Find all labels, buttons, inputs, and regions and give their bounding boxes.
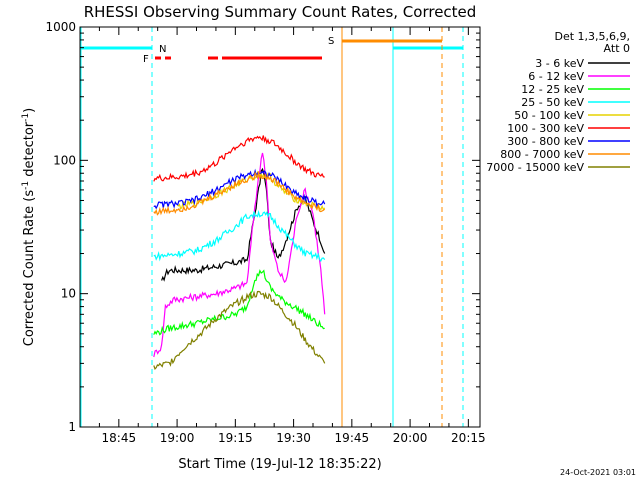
legend-label-8: 800 - 7000 keV	[500, 148, 584, 161]
night-flag-label: N	[159, 44, 166, 55]
y-tick-label: 1000	[45, 20, 76, 34]
y-axis-label: Corrected Count Rate (s-1 detector-1)	[21, 108, 37, 346]
legend-label-5: 50 - 100 keV	[514, 109, 584, 122]
legend-label-9: 7000 - 15000 keV	[486, 161, 584, 174]
y-tick-label: 1	[68, 420, 76, 434]
x-tick-label: 19:30	[276, 431, 311, 445]
y-axis-label-main: Corrected Count Rate (s	[22, 190, 37, 347]
legend-label-7: 300 - 800 keV	[507, 135, 584, 148]
series-line-2	[153, 152, 326, 358]
y-axis-label-sup1: -1	[21, 181, 31, 190]
y-axis-label-end: )	[22, 108, 37, 113]
axis-ticks: 18:45 19:00 19:15 19:30 19:45 20:00 20:15 1 10 10…	[45, 20, 485, 445]
series-group	[153, 135, 326, 370]
y-tick-label: 10	[61, 287, 76, 301]
series-line-8	[153, 171, 326, 216]
y-axis-label-mid: detector	[22, 121, 37, 181]
x-tick-label: 20:00	[393, 431, 428, 445]
legend-label-3: 12 - 25 keV	[521, 83, 584, 96]
legend-header-line2: Att 0	[604, 42, 630, 55]
legend-label-4: 25 - 50 keV	[521, 96, 584, 109]
timestamp: 24-Oct-2021 03:01	[560, 468, 636, 477]
saa-flag-label: S	[328, 36, 334, 47]
y-axis-label-sup2: -1	[21, 113, 31, 122]
legend-label-1: 3 - 6 keV	[535, 57, 584, 70]
series-line-3	[153, 269, 325, 336]
x-tick-label: 18:45	[102, 431, 137, 445]
legend-label-6: 100 - 300 keV	[507, 122, 584, 135]
legend-header-line1: Det 1,3,5,6,9,	[554, 30, 630, 43]
x-tick-label: 19:00	[160, 431, 195, 445]
x-tick-label: 20:15	[451, 431, 486, 445]
series-line-4	[153, 209, 326, 262]
series-line-1	[161, 167, 326, 282]
x-axis-label: Start Time (19-Jul-12 18:35:22)	[178, 457, 381, 472]
series-line-6	[153, 135, 325, 182]
flag-markers: NF S	[80, 27, 464, 427]
flare-flag-label: F	[143, 54, 149, 65]
legend-label-2: 6 - 12 keV	[528, 70, 584, 83]
x-tick-label: 19:15	[218, 431, 253, 445]
chart-title: RHESSI Observing Summary Count Rates, Co…	[84, 3, 477, 21]
plot-frame	[79, 26, 481, 428]
series-line-7	[153, 168, 326, 210]
y-tick-label: 100	[53, 153, 76, 167]
x-tick-label: 19:45	[335, 431, 370, 445]
series-line-9	[153, 290, 326, 370]
